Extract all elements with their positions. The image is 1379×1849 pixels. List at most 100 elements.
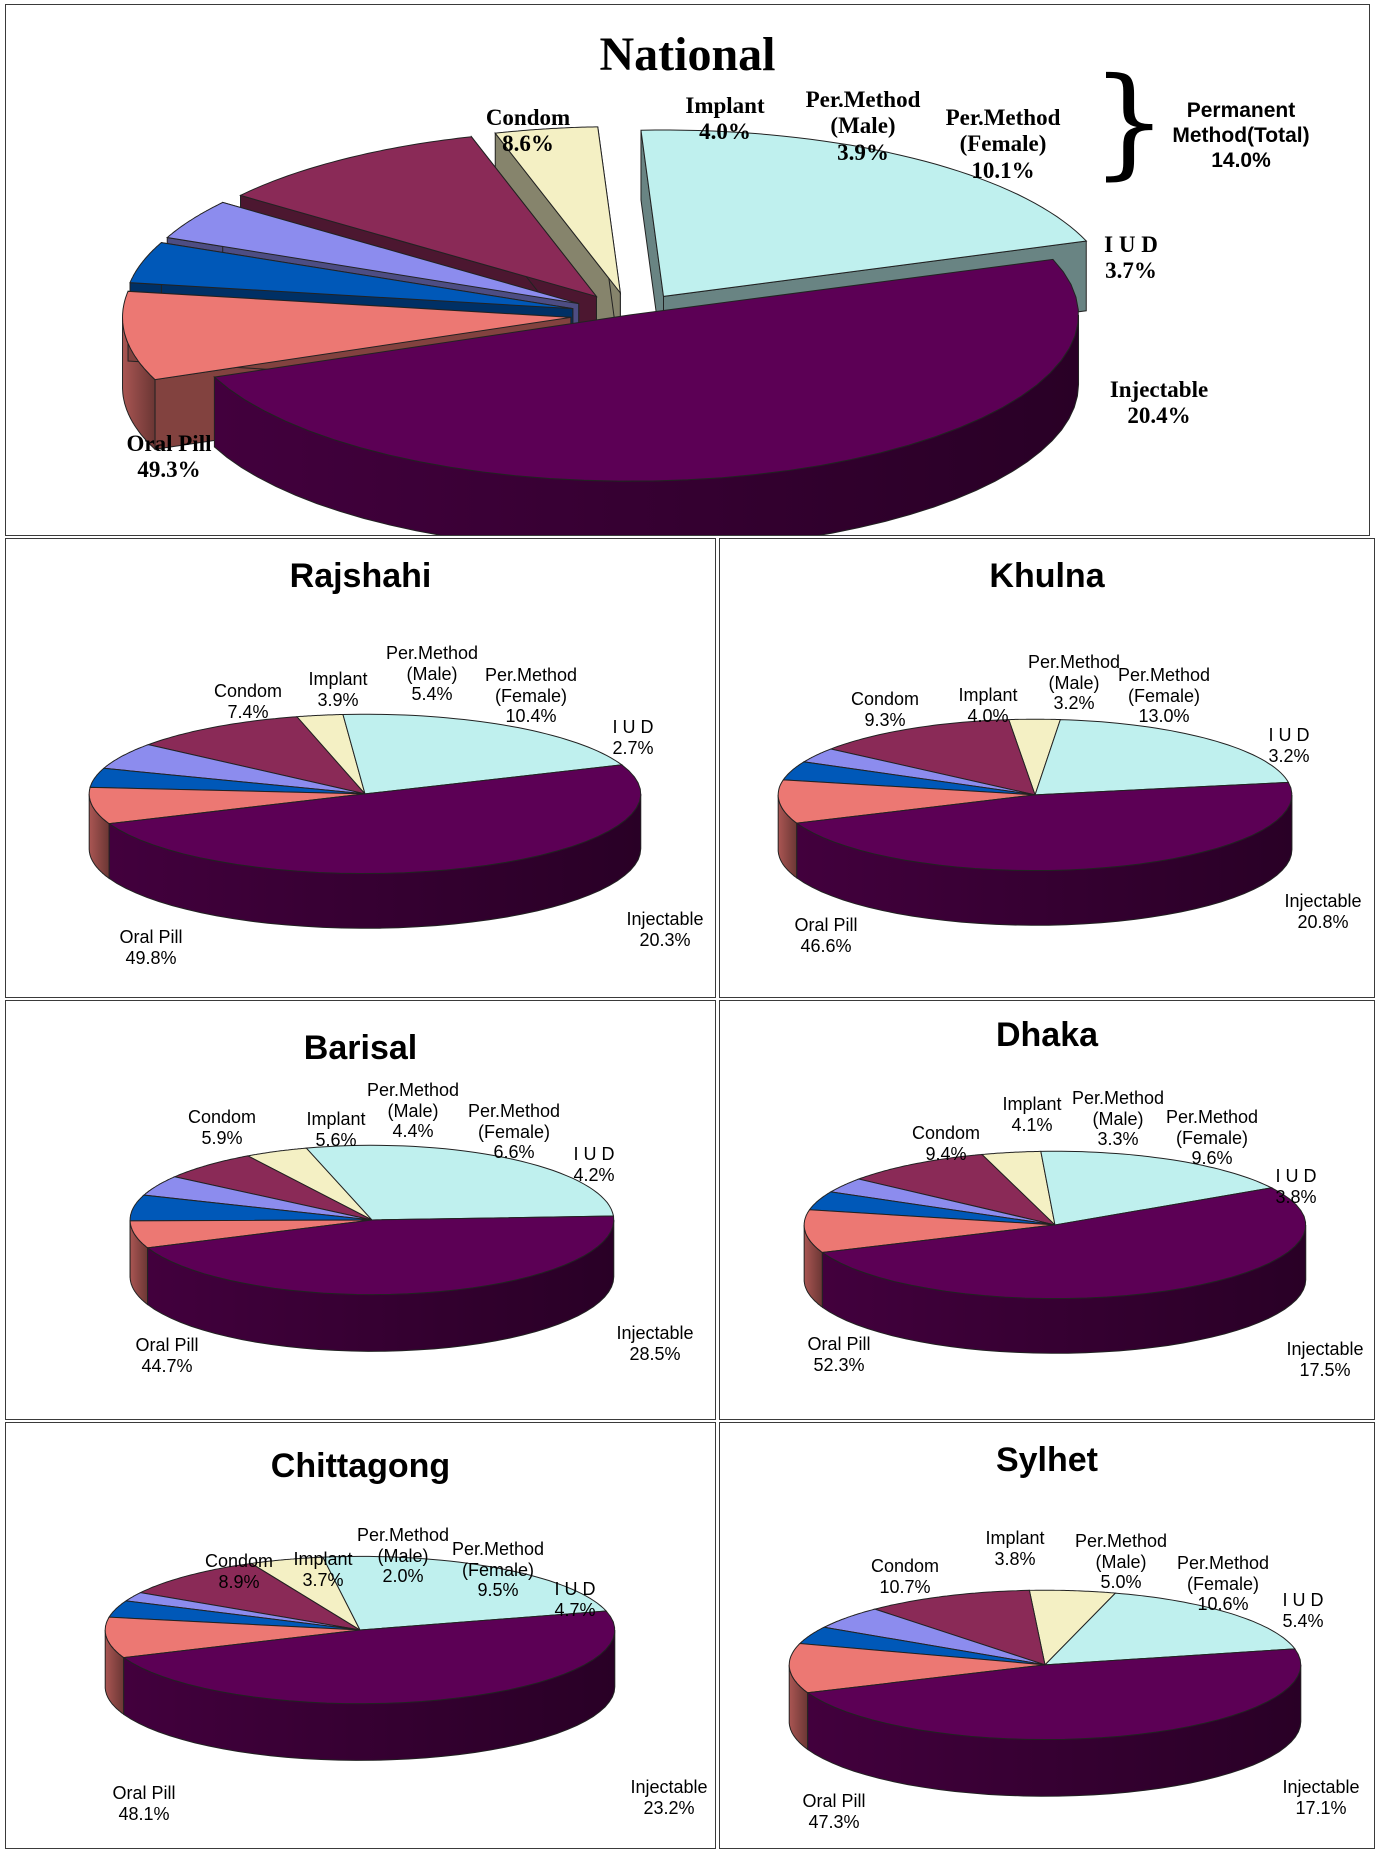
slice-label-injectable: Injectable 28.5% [616,1323,693,1364]
slice-label-per-method-male: Per.Method (Male) 3.2% [1028,652,1120,714]
slice-value-text: 49.8% [119,948,182,969]
slice-value-text: 3.2% [1028,693,1120,714]
slice-label-implant: Implant 5.6% [306,1109,365,1150]
slice-label-text: Implant [685,93,764,119]
slice-label-text: I U D [554,1579,595,1600]
slice-value-text: 4.0% [958,706,1017,727]
slice-label-iud: I U D 3.7% [1104,232,1158,285]
slice-label-text: Per.Method [386,643,478,664]
slice-value-text: 3.9% [308,690,367,711]
slice-label-text: Implant [958,685,1017,706]
slice-value-text: 47.3% [802,1812,865,1833]
slice-value-text: 2.0% [357,1566,449,1587]
slice-label-implant: Implant 4.0% [958,685,1017,726]
slice-value-text: 4.1% [1002,1115,1061,1136]
chart-sylhet: Sylhet Oral Pill 47.3% Condom 10.7% Implant 3.… [719,1422,1375,1849]
slice-value-text: 17.1% [1282,1798,1359,1819]
pie-chart [720,1423,1374,1848]
slice-label-text: Condom [871,1556,939,1577]
slice-label-text: Oral Pill [127,431,212,457]
slice-value-text: 9.3% [851,710,919,731]
slice-value-text: 13.0% [1118,706,1210,727]
chart-rajshahi: Rajshahi Oral Pill 49.8% Condom 7.4% Implant 3… [5,538,716,998]
slice-value-text: 6.6% [468,1142,560,1163]
slice-label-text: Per.Method [1118,665,1210,686]
slice-label-per-method-female: Per.Method (Female) 6.6% [468,1101,560,1163]
slice-label-injectable: Injectable 20.3% [626,909,703,950]
slice-value-text: 3.9% [806,140,921,166]
slice-label-iud: I U D 2.7% [612,717,653,758]
slice-label-text: (Male) [806,113,921,139]
slice-label-condom: Condom 7.4% [214,681,282,722]
permanent-method-total-note: Permanent Method(Total) 14.0% [1172,98,1309,174]
slice-label-oral-pill: Oral Pill 49.8% [119,927,182,968]
slice-label-text: (Female) [946,131,1061,157]
slice-label-text: Injectable [1110,377,1208,403]
slice-label-iud: I U D 5.4% [1282,1590,1323,1631]
slice-label-implant: Implant 4.0% [685,93,764,146]
slice-label-oral-pill: Oral Pill 46.6% [794,915,857,956]
slice-value-text: 3.7% [293,1570,352,1591]
chart-chittagong: Chittagong Oral Pill 48.1% Condom 8.9% Implan… [5,1422,716,1849]
slice-label-text: (Female) [1166,1128,1258,1149]
slice-label-text: Injectable [1284,891,1361,912]
slice-label-text: Injectable [1286,1339,1363,1360]
slice-value-text: 4.4% [367,1121,459,1142]
slice-label-text: I U D [1282,1590,1323,1611]
slice-label-text: Implant [308,669,367,690]
slice-label-text: Implant [306,1109,365,1130]
slice-value-text: 3.7% [1104,258,1158,284]
slice-value-text: 9.4% [912,1144,980,1165]
slice-label-text: Per.Method [452,1539,544,1560]
chart-dhaka: Dhaka Oral Pill 52.3% Condom 9.4% Implant 4.1%… [719,1000,1375,1420]
slice-label-condom: Condom 10.7% [871,1556,939,1597]
slice-value-text: 46.6% [794,936,857,957]
slice-label-per-method-male: Per.Method (Male) 3.9% [806,87,921,166]
slice-label-text: Injectable [626,909,703,930]
slice-label-per-method-male: Per.Method (Male) 5.4% [386,643,478,705]
slice-label-text: Injectable [1282,1777,1359,1798]
slice-label-text: I U D [1104,232,1158,258]
slice-label-iud: I U D 4.7% [554,1579,595,1620]
slice-label-text: (Male) [1028,673,1120,694]
slice-label-oral-pill: Oral Pill 47.3% [802,1791,865,1832]
slice-value-text: 49.3% [127,457,212,483]
slice-value-text: 4.7% [554,1600,595,1621]
slice-label-text: Implant [293,1549,352,1570]
slice-label-text: Oral Pill [802,1791,865,1812]
slice-value-text: 5.0% [1075,1572,1167,1593]
pie-slice-injectable [1035,720,1288,795]
slice-label-per-method-male: Per.Method (Male) 5.0% [1075,1531,1167,1593]
slice-value-text: 3.8% [1275,1187,1316,1208]
slice-label-implant: Implant 4.1% [1002,1094,1061,1135]
slice-value-text: 52.3% [807,1355,870,1376]
slice-label-text: (Male) [1072,1109,1164,1130]
slice-label-oral-pill: Oral Pill 44.7% [135,1335,198,1376]
slice-label-text: Condom [214,681,282,702]
slice-label-text: Per.Method [485,665,577,686]
slice-label-per-method-female: Per.Method (Female) 9.6% [1166,1107,1258,1169]
slice-label-text: Implant [985,1528,1044,1549]
slice-value-text: 5.4% [1282,1611,1323,1632]
slice-label-per-method-male: Per.Method (Male) 3.3% [1072,1088,1164,1150]
slice-label-text: (Female) [1118,686,1210,707]
slice-label-text: (Male) [386,664,478,685]
slice-value-text: 10.6% [1177,1594,1269,1615]
slice-value-text: 20.3% [626,930,703,951]
slice-label-text: Condom [188,1107,256,1128]
slice-label-text: Per.Method [806,87,921,113]
slice-label-iud: I U D 3.8% [1275,1166,1316,1207]
pie-chart [6,1001,715,1419]
slice-label-text: Oral Pill [135,1335,198,1356]
slice-label-text: Per.Method [367,1080,459,1101]
slice-label-condom: Condom 5.9% [188,1107,256,1148]
slice-label-text: Oral Pill [112,1783,175,1804]
slice-label-text: I U D [1268,725,1309,746]
slice-value-text: 3.3% [1072,1129,1164,1150]
slice-value-text: 8.9% [205,1572,273,1593]
slice-label-implant: Implant 3.8% [985,1528,1044,1569]
slice-label-iud: I U D 3.2% [1268,725,1309,766]
slice-label-text: Per.Method [1075,1531,1167,1552]
slice-label-condom: Condom 9.4% [912,1123,980,1164]
slice-label-implant: Implant 3.9% [308,669,367,710]
